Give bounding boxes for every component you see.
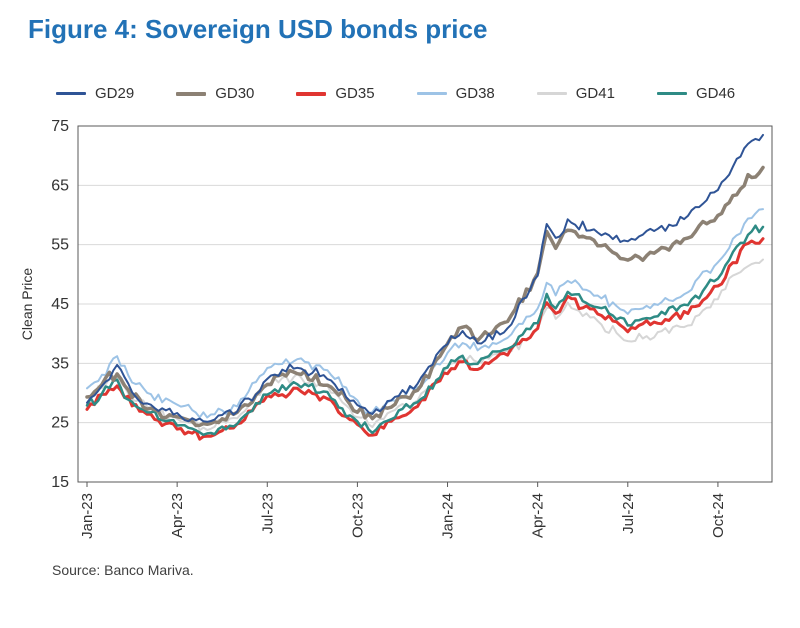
legend-item-gd46: GD46 xyxy=(656,85,736,102)
source-note: Source: Banco Mariva. xyxy=(52,562,194,578)
series-line-gd41 xyxy=(86,258,764,432)
plot-border xyxy=(77,125,773,483)
legend-label-gd29: GD29 xyxy=(95,85,135,102)
x-tick-label: Oct-24 xyxy=(710,493,727,538)
legend-label-gd38: GD38 xyxy=(455,85,495,102)
legend-item-gd41: GD41 xyxy=(536,85,615,102)
legend-swatch-gd46 xyxy=(656,91,687,96)
legend-label-gd46: GD46 xyxy=(695,85,736,102)
y-tick-label: 45 xyxy=(51,296,69,313)
x-tick-label: Jan-24 xyxy=(440,493,457,539)
y-tick-label: 75 xyxy=(51,118,69,135)
y-tick-label: 35 xyxy=(51,355,69,372)
x-axis-labels: Jan-23 Apr-23 Jul-23 Oct-23 Jan-24 Apr-24 Jul-… xyxy=(79,482,727,539)
y-tick-label: 55 xyxy=(51,237,69,254)
x-tick-label: Apr-23 xyxy=(169,493,186,538)
x-tick-label: Apr-24 xyxy=(530,493,547,538)
y-axis-labels: 15 25 35 45 55 65 75 xyxy=(51,118,69,491)
y-tick-label: 25 xyxy=(51,415,69,432)
legend-item-gd29: GD29 xyxy=(56,85,134,102)
chart-legend: GD29 GD30 GD35 GD38 GD41 GD46 xyxy=(56,85,800,102)
series-line-gd30 xyxy=(85,165,765,428)
y-tick-label: 15 xyxy=(51,474,69,491)
legend-swatch-gd29 xyxy=(56,92,86,95)
series-line-gd46 xyxy=(85,224,765,437)
legend-swatch-gd35 xyxy=(296,91,327,96)
series-lines xyxy=(85,133,765,441)
legend-swatch-gd41 xyxy=(536,92,567,95)
legend-item-gd35: GD35 xyxy=(296,85,375,102)
x-tick-label: Jul-23 xyxy=(259,493,276,534)
legend-label-gd41: GD41 xyxy=(575,85,615,102)
legend-swatch-gd30 xyxy=(176,91,207,96)
figure-title: Figure 4: Sovereign USD bonds price xyxy=(28,14,488,44)
legend-item-gd38: GD38 xyxy=(416,85,495,102)
legend-swatch-gd38 xyxy=(416,92,447,95)
x-tick-label: Oct-23 xyxy=(349,493,366,538)
series-line-gd29 xyxy=(86,133,764,423)
x-tick-label: Jul-24 xyxy=(620,493,637,534)
y-tick-label: 65 xyxy=(51,177,69,194)
figure-container: Figure 4: Sovereign USD bonds price GD29… xyxy=(0,14,800,578)
x-tick-label: Jan-23 xyxy=(79,493,96,539)
legend-label-gd30: GD30 xyxy=(215,85,255,102)
series-line-gd35 xyxy=(85,237,765,441)
legend-label-gd35: GD35 xyxy=(335,85,375,102)
y-axis-title: Clean Price xyxy=(19,268,35,341)
legend-item-gd30: GD30 xyxy=(176,85,254,102)
